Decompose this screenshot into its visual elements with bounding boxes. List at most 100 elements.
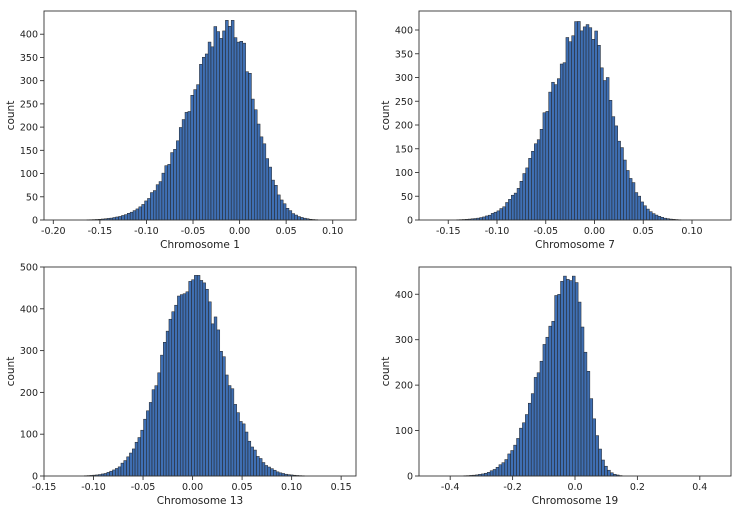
y-tick-label: 400 bbox=[20, 30, 38, 41]
histogram-bar bbox=[228, 26, 232, 221]
x-tick-label: -0.10 bbox=[134, 226, 159, 237]
histogram-bar bbox=[542, 344, 547, 477]
histogram-bar bbox=[582, 26, 587, 221]
histogram-bar bbox=[482, 216, 486, 221]
histogram-bar bbox=[511, 194, 515, 221]
histogram-bar bbox=[610, 472, 614, 477]
histogram-bar bbox=[193, 89, 197, 221]
histogram-bar bbox=[605, 77, 610, 221]
plot-frame bbox=[418, 10, 732, 221]
x-axis-label: Chromosome 19 bbox=[532, 495, 618, 507]
histogram-bar bbox=[617, 140, 621, 221]
histogram-bar bbox=[261, 462, 266, 477]
y-tick-label: 200 bbox=[20, 123, 38, 134]
histogram-bar bbox=[534, 143, 538, 221]
histogram-bar bbox=[264, 465, 268, 477]
histogram-bar bbox=[643, 205, 647, 221]
x-tick-label: -0.15 bbox=[32, 482, 57, 493]
histogram-bar bbox=[634, 192, 639, 221]
histogram-bar bbox=[533, 377, 538, 477]
histogram-bar bbox=[566, 279, 570, 477]
y-tick-label: 200 bbox=[395, 381, 413, 392]
histogram-bar bbox=[525, 167, 529, 221]
histogram-bar bbox=[291, 213, 295, 221]
histogram-bar bbox=[545, 336, 550, 477]
histogram-bar bbox=[297, 216, 301, 221]
histogram-bar bbox=[557, 294, 561, 477]
histogram-bar bbox=[256, 123, 261, 221]
histogram-bar bbox=[551, 81, 555, 221]
histogram-bar bbox=[274, 185, 278, 221]
y-tick-label: 0 bbox=[407, 216, 413, 227]
histogram-bar bbox=[244, 431, 249, 477]
histogram-bar bbox=[507, 453, 511, 477]
histogram-panel-chr13: -0.15 -0.10 -0.05 0.00 0.05 0.10 0.15 0 100 200 30… bbox=[0, 256, 375, 512]
y-axis: 0 50 100 150 200 250 300 350 400 bbox=[395, 26, 419, 227]
histogram-bar bbox=[132, 448, 136, 477]
histogram-bar bbox=[184, 112, 189, 221]
histogram-panel-chr19: -0.4 -0.2 0.0 0.2 0.4 0 100 200 300 400 Chromosome… bbox=[375, 256, 750, 512]
histogram-bar bbox=[245, 71, 249, 221]
histogram-bar bbox=[565, 37, 570, 221]
histogram-bar bbox=[129, 211, 134, 221]
histogram-bar bbox=[259, 136, 264, 221]
histogram-bar bbox=[248, 73, 252, 221]
histogram-bar bbox=[202, 56, 206, 221]
histogram-bar bbox=[213, 316, 218, 477]
histogram-bar bbox=[185, 291, 189, 477]
histogram-bar bbox=[121, 215, 125, 221]
x-tick-label: -0.05 bbox=[181, 226, 206, 237]
histogram-bar bbox=[620, 147, 624, 221]
y-tick-label: 300 bbox=[395, 335, 413, 346]
y-tick-label: 400 bbox=[20, 304, 38, 315]
histogram-bar bbox=[210, 46, 215, 221]
histogram-bar bbox=[148, 402, 153, 477]
histogram-bar bbox=[285, 208, 290, 221]
histogram-bar bbox=[127, 213, 131, 221]
y-tick-label: 100 bbox=[395, 168, 413, 179]
x-tick-label: -0.4 bbox=[441, 482, 460, 493]
histogram-bar bbox=[495, 467, 500, 477]
y-tick-label: 350 bbox=[395, 49, 413, 60]
histogram-bar bbox=[626, 170, 630, 221]
histogram-bar bbox=[132, 210, 137, 221]
histogram-bar bbox=[196, 84, 200, 221]
histogram-bar bbox=[143, 418, 147, 477]
histogram-bar bbox=[600, 67, 604, 221]
histogram-bar bbox=[141, 204, 145, 221]
histogram-bar bbox=[493, 211, 498, 221]
histogram-bar bbox=[230, 20, 235, 221]
histogram-bar bbox=[170, 152, 174, 221]
histogram-bar bbox=[177, 295, 181, 477]
histogram-bar bbox=[171, 311, 175, 477]
histogram-bar bbox=[138, 206, 142, 221]
y-tick-label: 50 bbox=[26, 192, 38, 203]
histogram-bar bbox=[225, 20, 229, 221]
x-axis-label: Chromosome 13 bbox=[157, 495, 243, 507]
y-tick-label: 100 bbox=[395, 426, 413, 437]
histogram-bar bbox=[571, 35, 575, 221]
histogram-bar bbox=[522, 173, 526, 221]
histogram-bar bbox=[294, 214, 298, 221]
histogram-bar bbox=[160, 354, 164, 477]
histogram-bar bbox=[560, 281, 564, 477]
y-tick-label: 50 bbox=[401, 192, 413, 203]
x-axis: -0.15 -0.10 -0.05 0.00 0.05 0.10 bbox=[436, 220, 703, 237]
histogram-bar bbox=[115, 468, 119, 477]
x-tick-label: 0.05 bbox=[232, 482, 253, 493]
histogram-bar bbox=[504, 459, 508, 477]
histogram-bar bbox=[592, 418, 596, 477]
histogram-bar bbox=[595, 435, 599, 477]
histogram-bar bbox=[588, 27, 593, 221]
histogram-bar bbox=[614, 125, 618, 221]
histogram-bar bbox=[164, 165, 168, 221]
histogram-bar bbox=[522, 422, 526, 477]
x-tick-label: 0.10 bbox=[322, 226, 343, 237]
histogram-bar bbox=[516, 188, 521, 221]
y-tick-label: 250 bbox=[395, 97, 413, 108]
histogram-bar bbox=[265, 158, 269, 221]
histogram-panel-chr1: -0.20 -0.15 -0.10 -0.05 0.00 0.05 0.10 0 50 100 15… bbox=[0, 0, 375, 256]
histogram-bar bbox=[270, 468, 274, 477]
histogram-bar bbox=[207, 41, 212, 221]
histogram-bar bbox=[519, 181, 524, 221]
